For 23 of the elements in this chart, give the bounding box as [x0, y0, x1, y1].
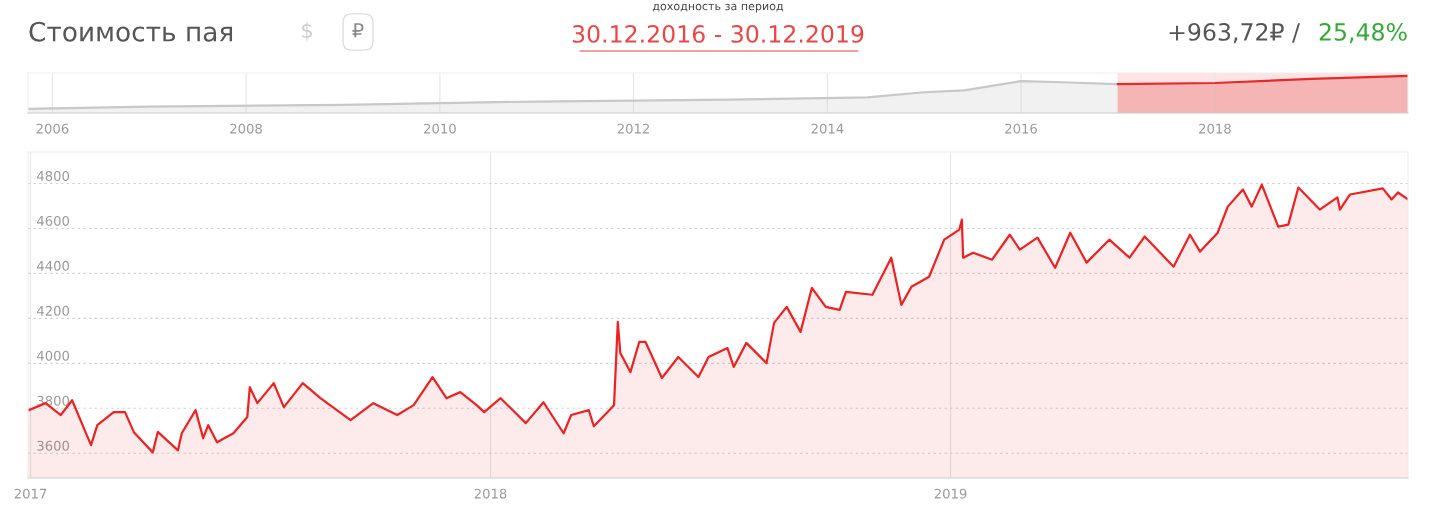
- y-tick-label: 4000: [36, 350, 70, 361]
- x-tick-label: 2008: [230, 123, 262, 134]
- text: $: [302, 21, 312, 41]
- x-tick-label: 2014: [811, 123, 844, 134]
- y-tick-label: 4800: [36, 170, 70, 181]
- text: +963,72₽ /: [1169, 22, 1300, 44]
- x-tick-label: 2017: [14, 488, 47, 499]
- text: 30.12.2016 - 30.12.2019: [572, 24, 864, 43]
- x-tick-label: 2018: [474, 488, 507, 499]
- x-tick-label: 2010: [424, 123, 456, 134]
- x-tick-label: 2006: [36, 123, 69, 134]
- chart-title: Стоимость пая: [29, 21, 233, 42]
- y-tick-label: 3600: [37, 440, 70, 451]
- x-tick-label: 2019: [934, 488, 967, 499]
- chart-subtitle: доходность за период: [652, 3, 784, 13]
- y-tick-label: 4200: [36, 305, 70, 316]
- x-tick-label: 2016: [1005, 123, 1037, 134]
- y-tick-label: 4600: [36, 215, 70, 226]
- text: 25,48%: [1319, 22, 1407, 44]
- text: ₽: [352, 23, 364, 38]
- x-tick-label: 2012: [617, 123, 649, 134]
- x-tick-label: 2018: [1199, 123, 1231, 134]
- y-tick-label: 4400: [36, 260, 70, 271]
